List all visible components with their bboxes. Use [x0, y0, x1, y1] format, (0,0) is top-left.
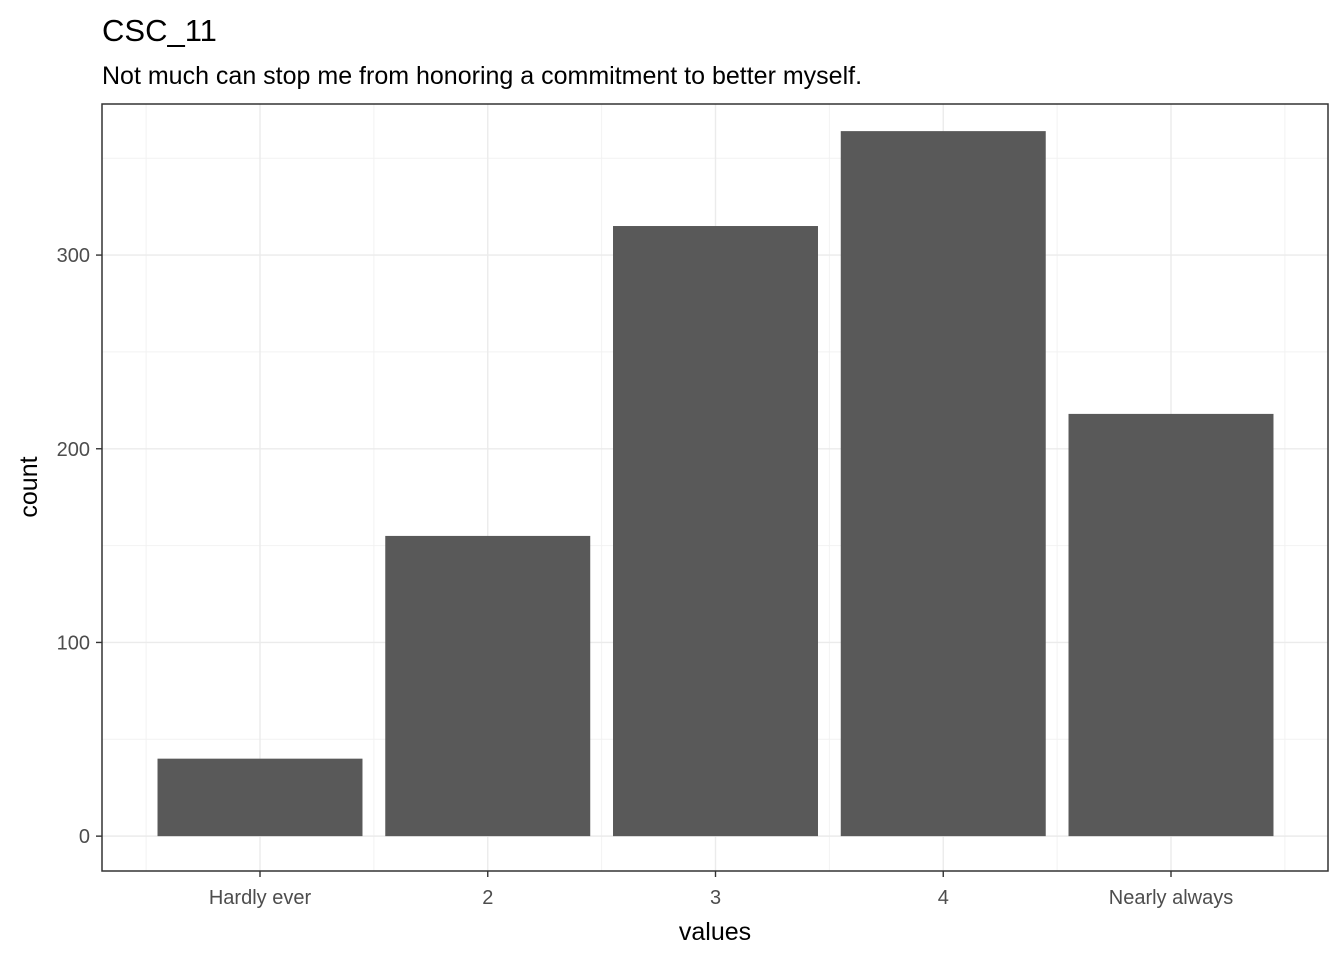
bar — [840, 131, 1046, 837]
y-tick-label: 0 — [79, 826, 90, 848]
x-tick-label: 2 — [482, 887, 493, 909]
bar — [1068, 413, 1274, 837]
bars — [157, 131, 1274, 837]
x-tick-label: 3 — [710, 887, 721, 909]
chart-subtitle: Not much can stop me from honoring a com… — [102, 62, 862, 90]
y-axis-title: count — [15, 456, 43, 517]
x-tick-label: Nearly always — [1109, 887, 1233, 909]
y-tick-label: 300 — [57, 245, 90, 267]
bar — [613, 226, 818, 837]
x-axis: Hardly ever 2 3 4 Nearly always — [209, 871, 1233, 909]
y-tick-label: 100 — [57, 632, 90, 654]
x-tick-label: Hardly ever — [209, 887, 312, 909]
bar — [157, 758, 363, 837]
x-tick-label: 4 — [938, 887, 949, 909]
bar — [385, 535, 591, 837]
chart-title: CSC_11 — [102, 13, 217, 48]
x-axis-title: values — [679, 918, 751, 946]
y-axis: 0 100 200 300 — [57, 245, 102, 848]
y-tick-label: 200 — [57, 439, 90, 461]
